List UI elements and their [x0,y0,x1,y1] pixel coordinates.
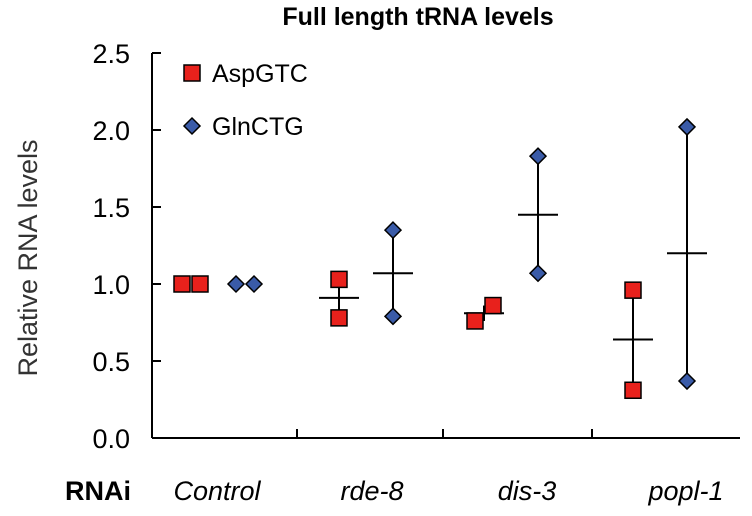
category-labels: Control rde-8 dis-3 popl-1 [173,476,723,506]
y-tick-label: 2.5 [92,39,130,69]
category-label: popl-1 [647,476,723,506]
aspgtc-point [624,381,642,400]
aspgtc-legend-label: AspGTC [212,60,308,88]
aspgtc-point [624,281,642,299]
glnctg-point [383,221,403,240]
x-ticks [296,429,593,438]
glnctg-point [528,264,548,283]
category-label: rde-8 [340,476,403,506]
glnctg-point [383,307,403,326]
glnctg-legend-label: GlnCTG [212,113,304,141]
category-label: Control [173,476,261,506]
aspgtc-point [191,275,209,293]
legend: AspGTC GlnCTG [182,60,308,141]
mean-lines [319,126,707,391]
aspgtc-point [484,296,502,315]
aspgtc-point [330,309,348,327]
glnctg-point [226,274,246,294]
glnctg-legend-marker [182,116,202,136]
y-tick-label: 0.5 [92,347,130,377]
glnctg-point [528,147,548,166]
data-points [173,117,697,400]
aspgtc-point [466,312,484,330]
y-tick-label: 1.0 [92,270,130,300]
y-axis-label: Relative RNA levels [13,139,43,376]
glnctg-point [677,371,697,391]
x-axis-label: RNAi [65,476,131,506]
aspgtc-point [173,275,191,293]
y-ticks: 0.0 0.5 1.0 1.5 2.0 2.5 [92,39,161,454]
y-tick-label: 0.0 [92,424,130,454]
y-tick-label: 1.5 [92,193,130,223]
glnctg-point [677,117,697,136]
category-label: dis-3 [498,476,557,506]
aspgtc-legend-marker [183,64,201,82]
aspgtc-point [330,270,348,289]
y-tick-label: 2.0 [92,116,130,146]
glnctg-point [244,274,264,294]
chart-title: Full length tRNA levels [282,3,553,31]
